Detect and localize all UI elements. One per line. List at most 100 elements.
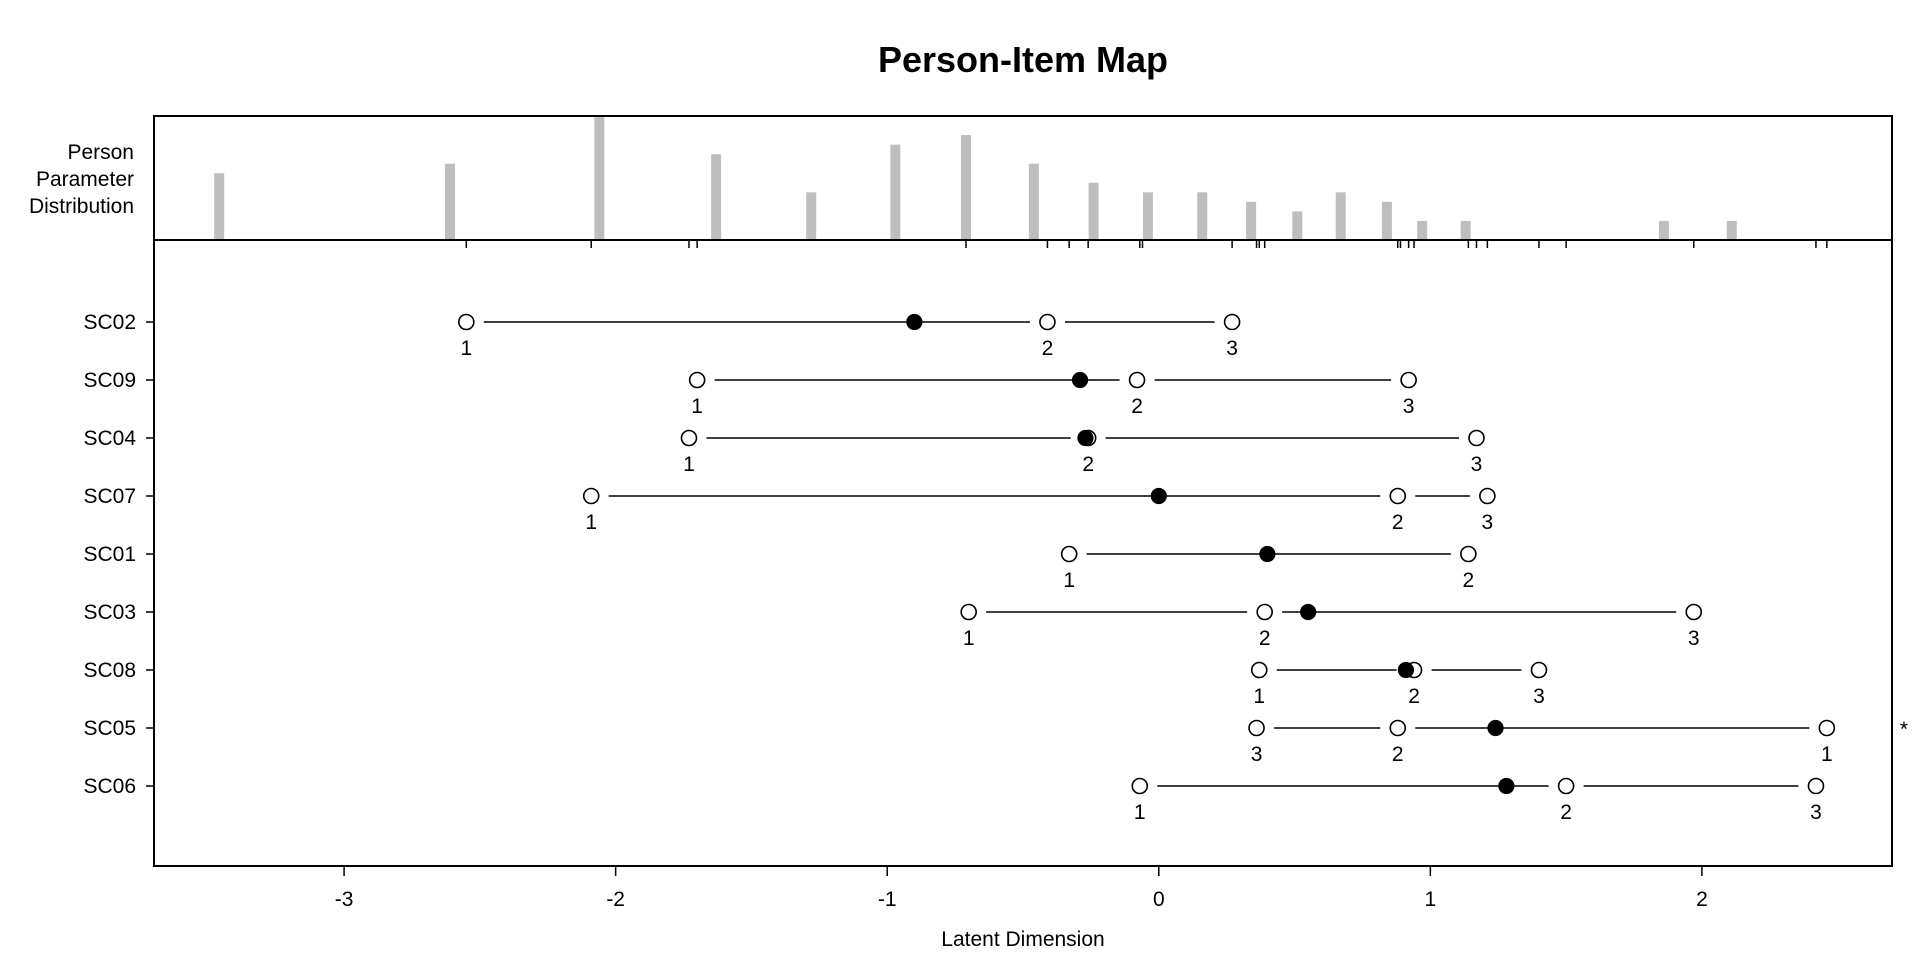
threshold-label: 1 <box>683 453 695 476</box>
person-distribution-bar <box>594 116 605 240</box>
threshold-point <box>1479 487 1496 505</box>
threshold-point <box>1530 661 1548 679</box>
item-row: SC07 1 2 3 <box>83 485 1496 534</box>
x-axis-tick-label: 2 <box>1696 888 1708 911</box>
item-row: SC08 1 2 3 <box>83 659 1548 708</box>
person-distribution-bar <box>890 144 901 240</box>
threshold-label: 2 <box>1131 395 1143 418</box>
threshold-point <box>1256 603 1273 621</box>
threshold-point <box>1389 487 1407 505</box>
threshold-label: 3 <box>1810 801 1822 824</box>
threshold-label: 1 <box>1134 801 1146 824</box>
threshold-point <box>688 371 706 389</box>
person-distribution-bar <box>1381 201 1392 240</box>
threshold-point <box>1128 371 1146 389</box>
person-distribution-bar <box>1460 220 1471 240</box>
threshold-label: 1 <box>963 627 975 650</box>
person-distribution-bar <box>960 135 971 240</box>
threshold-point <box>680 429 698 447</box>
item-name-label: SC06 <box>83 775 136 798</box>
threshold-label: 3 <box>1251 743 1263 766</box>
threshold-point <box>960 603 977 621</box>
threshold-point <box>1807 777 1825 795</box>
item-location-point <box>906 313 923 331</box>
item-location-point <box>1487 719 1504 737</box>
person-distribution-bar <box>214 173 225 240</box>
person-distribution-bar <box>1658 220 1669 240</box>
threshold-label: 2 <box>1392 743 1404 766</box>
person-distribution-bar <box>711 154 722 240</box>
threshold-point <box>1250 661 1268 679</box>
item-row: SC05 3 2 1 * <box>83 717 1908 766</box>
item-location-point <box>1397 661 1415 679</box>
item-name-label: SC01 <box>83 543 136 566</box>
threshold-label: 1 <box>460 337 472 360</box>
person-panel-label-line-1: Person <box>67 141 134 164</box>
person-distribution-bar <box>1088 182 1099 240</box>
person-panel-label-line-2: Parameter <box>36 168 134 191</box>
item-location-point <box>1259 545 1276 563</box>
item-location-point <box>1071 371 1089 389</box>
person-distribution-bar <box>1028 163 1039 240</box>
threshold-point <box>1468 429 1485 447</box>
plot-border <box>153 115 1893 867</box>
x-axis-tick-label: -2 <box>606 888 625 911</box>
threshold-label: 1 <box>585 511 597 534</box>
item-name-label: SC05 <box>83 717 136 740</box>
threshold-label: 2 <box>1463 569 1475 592</box>
person-distribution-bar <box>1197 192 1208 240</box>
item-name-label: SC07 <box>83 485 136 508</box>
person-panel-label-line-3: Distribution <box>29 195 134 218</box>
item-rows: SC02 1 2 3 SC09 1 2 3 SC04 1 2 3 SC07 1 2 3 SC01 1 2 SC03 1 2… <box>83 311 1908 824</box>
threshold-label: 2 <box>1408 685 1420 708</box>
item-name-label: SC09 <box>83 369 136 392</box>
item-row: SC03 1 2 3 <box>83 601 1703 650</box>
x-axis-tick-label: 1 <box>1425 888 1437 911</box>
threshold-point <box>1131 777 1149 795</box>
threshold-label: 3 <box>1688 627 1700 650</box>
threshold-point <box>1223 313 1241 331</box>
x-axis-tick-label: -3 <box>335 888 354 911</box>
item-name-label: SC08 <box>83 659 136 682</box>
misfit-flag: * <box>1900 718 1908 741</box>
plot-frame <box>153 115 1893 867</box>
item-row: SC01 1 2 <box>83 543 1477 592</box>
threshold-point <box>1060 545 1078 563</box>
item-location-point <box>1300 603 1317 621</box>
item-name-label: SC03 <box>83 601 136 624</box>
item-location-point <box>1498 777 1515 795</box>
threshold-label: 3 <box>1403 395 1415 418</box>
item-row: SC09 1 2 3 <box>83 369 1417 418</box>
item-name-label: SC04 <box>83 427 136 450</box>
threshold-label: 1 <box>1253 685 1265 708</box>
threshold-point <box>1557 777 1575 795</box>
person-distribution-bar <box>1335 192 1346 240</box>
item-row: SC06 1 2 3 <box>83 775 1825 824</box>
threshold-label: 2 <box>1259 627 1271 650</box>
x-axis-tick-label: 0 <box>1153 888 1165 911</box>
threshold-point <box>1248 719 1265 737</box>
person-distribution-bar <box>1417 220 1428 240</box>
x-axis: -3 -2 -1 0 1 2 <box>335 866 1708 911</box>
threshold-label: 3 <box>1482 511 1494 534</box>
threshold-label: 2 <box>1392 511 1404 534</box>
threshold-point <box>1818 719 1836 737</box>
person-distribution-bar <box>1142 192 1153 240</box>
threshold-point <box>582 487 600 505</box>
threshold-label: 2 <box>1082 453 1094 476</box>
threshold-label: 1 <box>691 395 703 418</box>
item-row: SC02 1 2 3 <box>83 311 1241 360</box>
threshold-point <box>1685 603 1703 621</box>
threshold-tick-marks <box>465 240 1828 248</box>
person-distribution-bar <box>1726 220 1737 240</box>
person-distribution-bar <box>1246 201 1257 240</box>
threshold-point <box>457 313 475 331</box>
threshold-label: 3 <box>1471 453 1483 476</box>
person-distribution-bars <box>214 116 1737 240</box>
item-name-label: SC02 <box>83 311 136 334</box>
x-axis-label: Latent Dimension <box>941 928 1104 951</box>
threshold-point <box>1400 371 1417 389</box>
item-location-point <box>1150 487 1167 505</box>
